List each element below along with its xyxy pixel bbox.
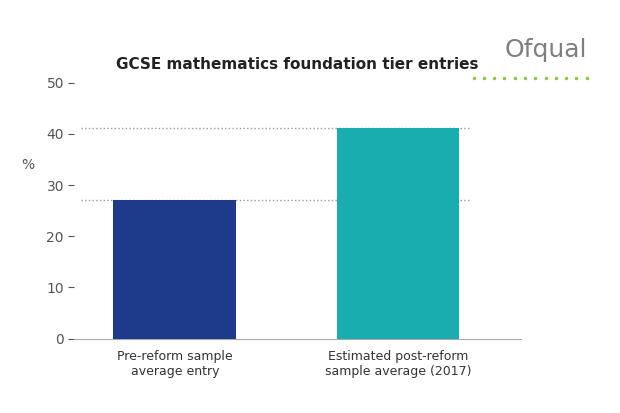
Bar [337,128,459,339]
Text: Ofqual: Ofqual [504,38,587,62]
Title: GCSE mathematics foundation tier entries: GCSE mathematics foundation tier entries [117,57,479,72]
Bar [113,200,236,339]
Text: %: % [21,158,35,172]
